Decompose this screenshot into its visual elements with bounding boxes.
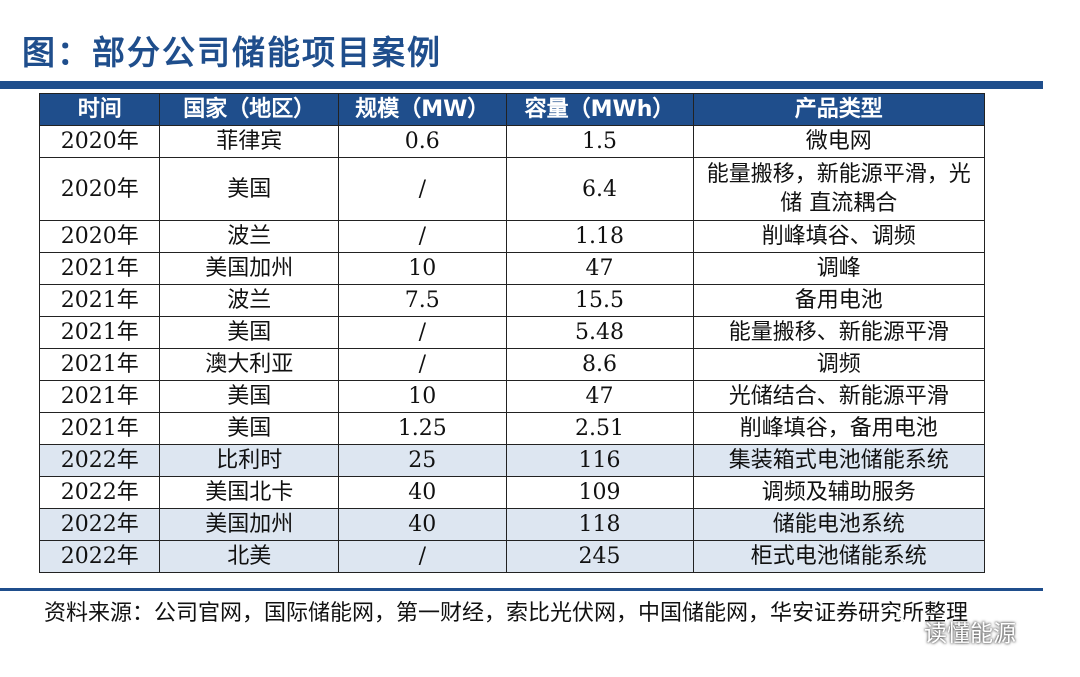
cell-product-type: 调频及辅助服务: [692, 476, 986, 509]
table-row: 2020年 菲律宾 0.6 1.5 微电网: [38, 125, 986, 158]
cell-time: 2021年: [38, 348, 161, 381]
cell-time: 2020年: [38, 125, 161, 158]
cell-time: 2021年: [38, 316, 161, 349]
cell-capacity: 109: [505, 476, 694, 509]
cell-product-type: 调频: [692, 348, 986, 381]
cell-time: 2021年: [38, 412, 161, 445]
title-divider: [0, 81, 1043, 89]
cell-product-type: 储能电池系统: [692, 508, 986, 541]
cell-product-type: 能量搬移、新能源平滑: [692, 316, 986, 349]
cell-country: 北美: [159, 540, 340, 573]
cell-product-type: 削峰填谷、调频: [692, 220, 986, 253]
cell-capacity: 1.5: [505, 125, 694, 158]
cell-scale: /: [338, 316, 507, 349]
cell-product-type: 集装箱式电池储能系统: [692, 444, 986, 477]
cell-capacity: 15.5: [505, 284, 694, 317]
table-row: 2021年 美国加州 10 47 调峰: [38, 252, 986, 285]
header-product-type: 产品类型: [692, 93, 986, 126]
cell-country: 美国: [159, 157, 340, 221]
source-note: 资料来源：公司官网，国际储能网，第一财经，索比光伏网，中国储能网，华安证券研究所…: [44, 601, 969, 626]
cell-product-type: 备用电池: [692, 284, 986, 317]
cell-capacity: 8.6: [505, 348, 694, 381]
cell-scale: 25: [338, 444, 507, 477]
cell-scale: 1.25: [338, 412, 507, 445]
cell-scale: 7.5: [338, 284, 507, 317]
cell-capacity: 1.18: [505, 220, 694, 253]
table-row: 2021年 波兰 7.5 15.5 备用电池: [38, 284, 986, 317]
wechat-icon: [883, 617, 917, 644]
cell-country: 美国北卡: [159, 476, 340, 509]
cell-product-type: 光储结合、新能源平滑: [692, 380, 986, 413]
header-country: 国家（地区）: [159, 93, 340, 126]
cell-country: 美国: [159, 316, 340, 349]
table-row: 2021年 美国 1.25 2.51 削峰填谷，备用电池: [38, 412, 986, 445]
cell-time: 2022年: [38, 540, 161, 573]
table-row: 2022年 比利时 25 116 集装箱式电池储能系统: [38, 444, 986, 477]
table-row: 2021年 澳大利亚 / 8.6 调频: [38, 348, 986, 381]
cell-product-type: 柜式电池储能系统: [692, 540, 986, 573]
table-row: 2020年 波兰 / 1.18 削峰填谷、调频: [38, 220, 986, 253]
cell-time: 2020年: [38, 157, 161, 221]
table-row: 2021年 美国 / 5.48 能量搬移、新能源平滑: [38, 316, 986, 349]
cell-scale: /: [338, 157, 507, 221]
source-divider: [0, 588, 1043, 591]
cell-country: 美国: [159, 412, 340, 445]
watermark-label: 读懂能源: [924, 621, 1016, 647]
cell-scale: /: [338, 540, 507, 573]
cell-time: 2022年: [38, 476, 161, 509]
cell-time: 2022年: [38, 508, 161, 541]
table-row: 2020年 美国 / 6.4 能量搬移，新能源平滑，光储 直流耦合: [38, 157, 986, 221]
table-header-row: 时间 国家（地区） 规模（MW） 容量（MWh） 产品类型: [38, 93, 986, 126]
cell-capacity: 245: [505, 540, 694, 573]
cell-capacity: 47: [505, 380, 694, 413]
cell-time: 2021年: [38, 380, 161, 413]
page-title: 图：部分公司储能项目案例: [22, 33, 442, 72]
table-row: 2022年 美国加州 40 118 储能电池系统: [38, 508, 986, 541]
cell-scale: 10: [338, 380, 507, 413]
cell-country: 澳大利亚: [159, 348, 340, 381]
cell-country: 波兰: [159, 284, 340, 317]
cell-country: 美国加州: [159, 252, 340, 285]
table-row: 2022年 美国北卡 40 109 调频及辅助服务: [38, 476, 986, 509]
table-row: 2022年 北美 / 245 柜式电池储能系统: [38, 540, 986, 573]
cell-country: 比利时: [159, 444, 340, 477]
cell-capacity: 47: [505, 252, 694, 285]
cell-scale: /: [338, 220, 507, 253]
cell-time: 2021年: [38, 284, 161, 317]
table-row: 2021年 美国 10 47 光储结合、新能源平滑: [38, 380, 986, 413]
header-scale: 规模（MW）: [338, 93, 507, 126]
cell-capacity: 116: [505, 444, 694, 477]
cell-capacity: 118: [505, 508, 694, 541]
cell-country: 美国: [159, 380, 340, 413]
cell-product-type: 调峰: [692, 252, 986, 285]
cell-scale: 40: [338, 476, 507, 509]
header-capacity: 容量（MWh）: [505, 93, 694, 126]
header-time: 时间: [38, 93, 161, 126]
cell-product-type: 能量搬移，新能源平滑，光储 直流耦合: [692, 157, 986, 221]
cell-time: 2022年: [38, 444, 161, 477]
cell-scale: /: [338, 348, 507, 381]
cell-country: 美国加州: [159, 508, 340, 541]
cell-scale: 0.6: [338, 125, 507, 158]
cell-time: 2021年: [38, 252, 161, 285]
cell-capacity: 5.48: [505, 316, 694, 349]
watermark: 读懂能源: [882, 614, 1016, 648]
projects-table: 时间 国家（地区） 规模（MW） 容量（MWh） 产品类型 2020年 菲律宾 …: [38, 93, 986, 573]
cell-country: 菲律宾: [159, 125, 340, 158]
cell-scale: 10: [338, 252, 507, 285]
cell-capacity: 6.4: [505, 157, 694, 221]
cell-capacity: 2.51: [505, 412, 694, 445]
cell-country: 波兰: [159, 220, 340, 253]
cell-product-type: 微电网: [692, 125, 986, 158]
cell-product-type: 削峰填谷，备用电池: [692, 412, 986, 445]
cell-scale: 40: [338, 508, 507, 541]
cell-time: 2020年: [38, 220, 161, 253]
